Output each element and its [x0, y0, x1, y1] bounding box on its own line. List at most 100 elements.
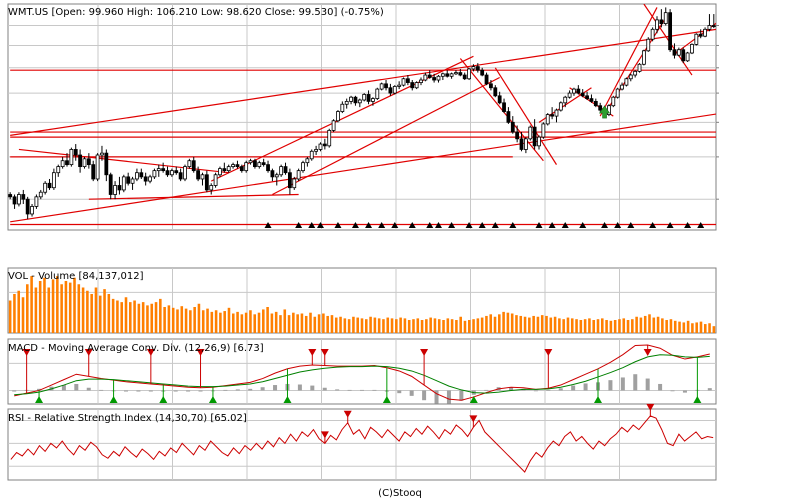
macd-histogram-bar	[86, 387, 91, 391]
volume-bar	[579, 320, 583, 333]
volume-bar	[356, 317, 359, 333]
volume-bar	[279, 315, 282, 333]
volume-bar	[631, 319, 634, 333]
macd-histogram-bar	[136, 390, 141, 392]
candle-body	[318, 143, 323, 150]
signal-marker	[378, 222, 386, 228]
candle-body	[17, 194, 21, 205]
macd-histogram-bar	[397, 390, 402, 394]
candle-body	[410, 82, 415, 89]
candle-body	[480, 69, 485, 76]
macd-histogram-bar	[422, 390, 427, 401]
candle-body	[707, 25, 712, 30]
volume-bar	[330, 315, 334, 333]
macd-histogram-bar	[235, 389, 240, 391]
candle-body	[572, 88, 576, 94]
candle-body	[641, 50, 646, 65]
macd-histogram-bar	[670, 390, 675, 392]
volume-bar	[695, 322, 698, 333]
candle-body	[384, 83, 388, 89]
sell-marker-icon	[544, 349, 553, 356]
volume-bar	[184, 308, 188, 333]
macd-histogram-bar	[434, 390, 439, 404]
volume-bar	[562, 319, 565, 333]
volume-bar	[618, 319, 621, 333]
macd-histogram-bar	[571, 385, 576, 391]
candle-body	[200, 174, 205, 180]
signal-marker	[334, 222, 342, 228]
candle-body	[213, 174, 218, 186]
volume-bar	[154, 302, 158, 333]
volume-bar	[141, 302, 145, 333]
volume-bar	[476, 318, 480, 333]
candle-body	[244, 162, 249, 172]
volume-bar	[609, 320, 613, 333]
candle-body	[650, 28, 655, 40]
signal-marker	[684, 222, 692, 228]
sell-marker-icon	[469, 415, 478, 423]
signal-marker	[666, 222, 674, 228]
volume-bar	[699, 321, 703, 333]
candle-body	[698, 33, 703, 37]
candle-body	[261, 162, 266, 166]
buy-marker-icon	[283, 396, 292, 403]
volume-bar	[669, 319, 673, 333]
trend-line	[272, 76, 500, 196]
volume-bar	[347, 319, 351, 333]
macd-histogram-bar	[99, 389, 104, 391]
volume-bar	[90, 294, 93, 333]
candle-body	[467, 68, 471, 80]
volume-bar	[510, 313, 514, 333]
volume-bar	[206, 308, 209, 333]
volume-bar	[38, 281, 42, 333]
candle-body	[576, 88, 581, 94]
volume-bar	[437, 319, 441, 333]
buy-marker-icon	[159, 396, 168, 403]
volume-bar	[382, 319, 385, 333]
volume-bar	[429, 317, 432, 333]
candle-body	[554, 109, 559, 117]
candle-body	[388, 87, 393, 94]
candle-body	[86, 158, 91, 166]
candle-body	[283, 166, 288, 174]
candle-body	[445, 73, 450, 77]
candle-body	[235, 164, 240, 168]
price-panel-title: WMT.US [Open: 99.960 High: 106.210 Low: …	[8, 7, 384, 18]
volume-bar	[51, 279, 55, 333]
macd-histogram-bar	[658, 383, 663, 391]
macd-histogram-bar	[310, 385, 315, 391]
signal-marker	[561, 222, 569, 228]
volume-bar	[373, 317, 377, 333]
candle-body	[69, 149, 74, 166]
candle-body	[196, 170, 201, 180]
volume-bar	[120, 302, 123, 333]
candle-body	[191, 160, 196, 172]
candle-body	[187, 160, 192, 168]
candle-body	[161, 168, 166, 172]
volume-bar	[682, 322, 686, 333]
volume-bar	[678, 321, 681, 333]
candle-body	[366, 94, 371, 102]
candle-body	[401, 78, 406, 86]
volume-bar	[270, 313, 274, 333]
signal-marker	[316, 222, 324, 228]
macd-histogram-bar	[74, 383, 79, 391]
macd-histogram-bar	[322, 387, 327, 391]
macd-histogram-bar	[620, 377, 625, 391]
trend-line	[18, 148, 229, 174]
volume-bar	[407, 320, 411, 333]
volume-bar	[592, 320, 595, 333]
macd-histogram-bar	[260, 387, 265, 391]
volume-bar	[137, 303, 141, 333]
volume-bar	[13, 294, 16, 333]
sell-marker-icon	[320, 349, 329, 356]
volume-bar	[339, 316, 342, 333]
volume-bar	[613, 320, 617, 333]
volume-panel-title: VOL - Volume [84,137,012]	[8, 271, 144, 282]
volume-bar	[283, 309, 287, 333]
candle-body	[663, 12, 668, 24]
candle-body	[567, 92, 572, 98]
volume-bar	[558, 318, 561, 333]
volume-bar	[601, 318, 604, 333]
